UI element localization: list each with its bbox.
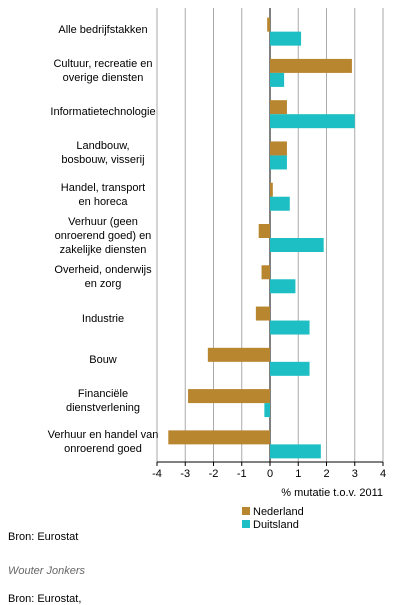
bar bbox=[270, 58, 352, 73]
bar bbox=[270, 279, 296, 294]
bar bbox=[207, 347, 270, 362]
bar bbox=[270, 444, 321, 459]
x-tick-label: -1 bbox=[237, 468, 247, 480]
bar bbox=[267, 17, 270, 32]
x-tick-label: -2 bbox=[209, 468, 219, 480]
bar bbox=[270, 114, 355, 129]
bar bbox=[264, 403, 270, 418]
bar bbox=[255, 306, 270, 321]
x-tick-label: 2 bbox=[323, 468, 329, 480]
bar bbox=[270, 31, 302, 46]
legend-swatch bbox=[242, 520, 250, 528]
category-label: Bouw bbox=[89, 353, 117, 366]
footer: Bron: Eurostat, bbox=[8, 593, 82, 605]
bar bbox=[270, 196, 290, 211]
author: Wouter Jonkers bbox=[8, 565, 86, 577]
bar bbox=[258, 224, 270, 238]
category-label: Cultuur, recreatie en overige diensten bbox=[53, 57, 153, 84]
category-label: Overheid, onderwijs en zorg bbox=[54, 264, 152, 291]
x-tick-label: -3 bbox=[180, 468, 190, 480]
category-label: Handel, transport en horeca bbox=[60, 181, 146, 208]
bar bbox=[168, 430, 270, 445]
category-label: Financiële dienstverlening bbox=[66, 388, 140, 415]
bar bbox=[270, 320, 310, 335]
x-tick-label: 4 bbox=[380, 468, 386, 480]
bar bbox=[261, 265, 270, 280]
x-tick-label: -4 bbox=[152, 468, 162, 480]
bar bbox=[270, 155, 287, 170]
bar bbox=[270, 238, 324, 252]
legend-label: Nederland bbox=[253, 506, 304, 518]
x-tick-label: 1 bbox=[295, 468, 301, 480]
legend-swatch bbox=[242, 507, 250, 515]
bar bbox=[270, 141, 287, 156]
category-label: Verhuur (geen onroerend goed) en zakelij… bbox=[54, 216, 152, 256]
category-label: Informatietechnologie bbox=[50, 106, 156, 119]
x-tick-label: 3 bbox=[352, 468, 358, 480]
x-tick-label: 0 bbox=[267, 468, 273, 480]
bar bbox=[270, 72, 285, 87]
legend-label: Duitsland bbox=[253, 519, 299, 531]
bar bbox=[188, 389, 270, 404]
bar bbox=[270, 182, 273, 197]
x-axis-label: % mutatie t.o.v. 2011 bbox=[281, 487, 383, 499]
category-label: Verhuur en handel van onroerend goed bbox=[47, 429, 159, 456]
category-label: Alle bedrijfstakken bbox=[58, 23, 148, 36]
category-label: Industrie bbox=[81, 312, 125, 325]
category-label: Landbouw, bosbouw, visserij bbox=[61, 140, 145, 167]
source: Bron: Eurostat bbox=[8, 531, 79, 543]
bar bbox=[270, 361, 310, 376]
bar bbox=[270, 100, 287, 115]
